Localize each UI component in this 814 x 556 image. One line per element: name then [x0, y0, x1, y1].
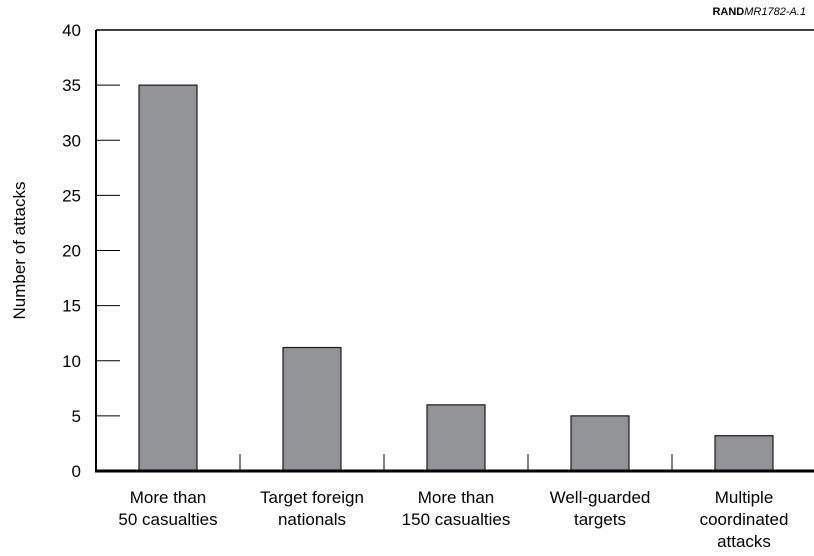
- bar: [282, 346, 342, 472]
- bar: [714, 435, 774, 472]
- y-tick-label: 5: [72, 407, 81, 426]
- y-tick-label: 35: [62, 76, 81, 95]
- bar: [570, 415, 630, 472]
- x-category-label: Multiple coordinated attacks: [700, 488, 789, 551]
- x-category-label-line: attacks: [717, 532, 771, 551]
- y-axis-title: Number of attacks: [10, 182, 29, 320]
- x-category-label-line: 150 casualties: [402, 510, 511, 529]
- source-org: RAND: [712, 6, 745, 18]
- x-category-label-line: coordinated: [700, 510, 789, 529]
- x-category-label-line: Well-guarded: [550, 488, 651, 507]
- x-category-label: More than 150 casualties: [402, 488, 511, 529]
- x-category-label: Well-guarded targets: [550, 488, 651, 529]
- y-tick-label: 40: [62, 21, 81, 40]
- source-tag: RANDMR1782-A.1: [712, 6, 806, 18]
- y-tick-label: 0: [72, 462, 81, 481]
- y-tick-label: 10: [62, 352, 81, 371]
- y-tick-label: 30: [62, 131, 81, 150]
- x-category-label: More than 50 casualties: [118, 488, 217, 529]
- x-category-label-line: nationals: [278, 510, 346, 529]
- y-tick-label: 20: [62, 242, 81, 261]
- x-category-label-line: Multiple: [715, 488, 774, 507]
- x-category-label-line: targets: [574, 510, 626, 529]
- x-category-label-line: 50 casualties: [118, 510, 217, 529]
- x-category-label-line: More than: [130, 488, 207, 507]
- y-tick-label: 15: [62, 297, 81, 316]
- x-category-label-line: Target foreign: [260, 488, 364, 507]
- bar: [138, 84, 198, 472]
- x-category-label: Target foreign nationals: [260, 488, 364, 529]
- source-code: MR1782-A.1: [744, 6, 806, 18]
- x-category-label-line: More than: [418, 488, 495, 507]
- y-tick-label: 25: [62, 186, 81, 205]
- bar: [426, 404, 486, 472]
